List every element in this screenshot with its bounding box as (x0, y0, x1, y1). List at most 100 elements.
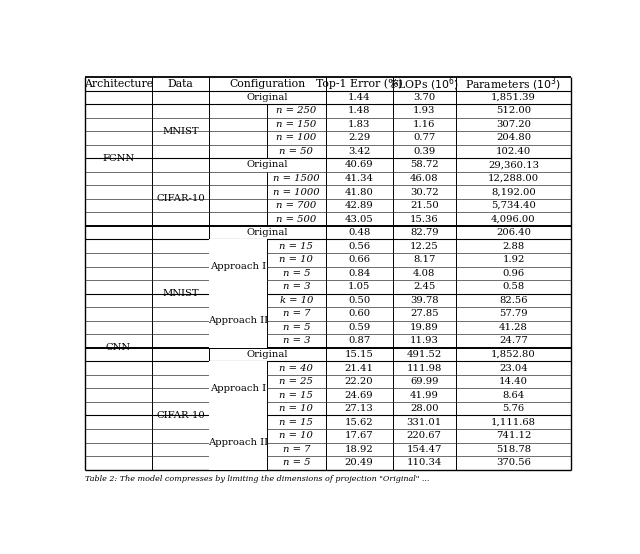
Text: 57.79: 57.79 (499, 310, 528, 319)
Text: n = 5: n = 5 (283, 458, 310, 468)
Text: 40.69: 40.69 (345, 161, 373, 170)
Text: 307.20: 307.20 (496, 120, 531, 129)
Text: 741.12: 741.12 (496, 431, 531, 440)
Bar (209, 361, 268, 416)
Text: 29,360.13: 29,360.13 (488, 161, 539, 170)
Text: 2.45: 2.45 (413, 283, 435, 291)
Text: Approach I: Approach I (210, 262, 266, 271)
Text: n = 50: n = 50 (280, 147, 314, 156)
Text: n = 25: n = 25 (280, 377, 314, 386)
Text: Original: Original (246, 161, 288, 170)
Text: MNIST: MNIST (162, 127, 199, 136)
Text: n = 15: n = 15 (280, 242, 314, 251)
Text: n = 150: n = 150 (276, 120, 317, 129)
Text: 0.58: 0.58 (502, 283, 525, 291)
Text: 3.70: 3.70 (413, 93, 435, 102)
Bar (209, 416, 268, 470)
Text: n = 100: n = 100 (276, 134, 317, 142)
Text: n = 700: n = 700 (276, 201, 317, 210)
Text: 1,851.39: 1,851.39 (491, 93, 536, 102)
Text: 15.62: 15.62 (345, 418, 373, 427)
Text: 46.08: 46.08 (410, 174, 438, 183)
Text: Architecture: Architecture (84, 79, 153, 89)
Text: 0.48: 0.48 (348, 228, 371, 237)
Text: 0.84: 0.84 (348, 269, 371, 278)
Text: 30.72: 30.72 (410, 188, 438, 197)
Text: 15.36: 15.36 (410, 214, 438, 224)
Text: 12,288.00: 12,288.00 (488, 174, 539, 183)
Text: 41.80: 41.80 (345, 188, 374, 197)
Text: n = 500: n = 500 (276, 214, 317, 224)
Text: FCNN: FCNN (102, 153, 134, 163)
Text: 1,111.68: 1,111.68 (491, 418, 536, 427)
Text: MNIST: MNIST (162, 289, 199, 298)
Text: 110.34: 110.34 (406, 458, 442, 468)
Text: n = 250: n = 250 (276, 106, 317, 115)
Text: n = 3: n = 3 (283, 283, 310, 291)
Text: 21.50: 21.50 (410, 201, 438, 210)
Text: 220.67: 220.67 (407, 431, 442, 440)
Text: 28.00: 28.00 (410, 404, 438, 413)
Text: n = 1000: n = 1000 (273, 188, 320, 197)
Text: 0.66: 0.66 (348, 255, 370, 264)
Text: 24.77: 24.77 (499, 336, 528, 346)
Text: Original: Original (246, 93, 288, 102)
Text: 102.40: 102.40 (496, 147, 531, 156)
Text: n = 3: n = 3 (283, 336, 310, 346)
Text: 0.39: 0.39 (413, 147, 435, 156)
Text: n = 15: n = 15 (280, 391, 314, 399)
Text: 111.98: 111.98 (406, 363, 442, 372)
Text: 0.56: 0.56 (348, 242, 370, 251)
Text: n = 10: n = 10 (280, 431, 314, 440)
Text: 2.88: 2.88 (502, 242, 525, 251)
Text: n = 1500: n = 1500 (273, 174, 320, 183)
Bar (209, 294, 268, 348)
Text: Data: Data (168, 79, 193, 89)
Text: 42.89: 42.89 (345, 201, 374, 210)
Text: Approach II: Approach II (208, 438, 268, 447)
Text: 1.16: 1.16 (413, 120, 435, 129)
Text: 8.64: 8.64 (502, 391, 525, 399)
Text: 0.50: 0.50 (348, 296, 370, 305)
Text: 0.60: 0.60 (348, 310, 370, 319)
Text: 20.49: 20.49 (345, 458, 374, 468)
Text: 1.83: 1.83 (348, 120, 371, 129)
Text: 5,734.40: 5,734.40 (491, 201, 536, 210)
Text: 1.92: 1.92 (502, 255, 525, 264)
Text: Top-1 Error (%): Top-1 Error (%) (316, 79, 403, 89)
Text: 331.01: 331.01 (406, 418, 442, 427)
Text: 27.13: 27.13 (345, 404, 374, 413)
Text: n = 7: n = 7 (283, 310, 310, 319)
Text: 14.40: 14.40 (499, 377, 528, 386)
Text: n = 10: n = 10 (280, 404, 314, 413)
Text: 8,192.00: 8,192.00 (491, 188, 536, 197)
Text: 204.80: 204.80 (496, 134, 531, 142)
Text: CIFAR-10: CIFAR-10 (156, 411, 205, 420)
Text: 69.99: 69.99 (410, 377, 438, 386)
Text: 5.76: 5.76 (502, 404, 525, 413)
Text: Original: Original (246, 228, 288, 237)
Text: 82.79: 82.79 (410, 228, 438, 237)
Text: 17.67: 17.67 (345, 431, 373, 440)
Text: 491.52: 491.52 (406, 350, 442, 359)
Text: Configuration: Configuration (229, 79, 305, 89)
Text: n = 40: n = 40 (280, 363, 314, 372)
Text: 206.40: 206.40 (496, 228, 531, 237)
Text: 19.89: 19.89 (410, 323, 438, 332)
Text: k = 10: k = 10 (280, 296, 313, 305)
Text: n = 5: n = 5 (283, 323, 310, 332)
Text: 512.00: 512.00 (496, 106, 531, 115)
Text: 41.34: 41.34 (344, 174, 374, 183)
Text: 0.96: 0.96 (502, 269, 525, 278)
Text: 1.44: 1.44 (348, 93, 371, 102)
Text: 1,852.80: 1,852.80 (491, 350, 536, 359)
Text: 0.77: 0.77 (413, 134, 435, 142)
Text: 22.20: 22.20 (345, 377, 373, 386)
Text: Original: Original (246, 350, 288, 359)
Text: Table 2: The model compresses by limiting the dimensions of projection "Original: Table 2: The model compresses by limitin… (85, 475, 429, 483)
Text: 0.59: 0.59 (348, 323, 370, 332)
Text: Approach I: Approach I (210, 384, 266, 393)
Text: CIFAR-10: CIFAR-10 (156, 194, 205, 203)
Text: Approach II: Approach II (208, 316, 268, 325)
Text: CNN: CNN (106, 343, 131, 352)
